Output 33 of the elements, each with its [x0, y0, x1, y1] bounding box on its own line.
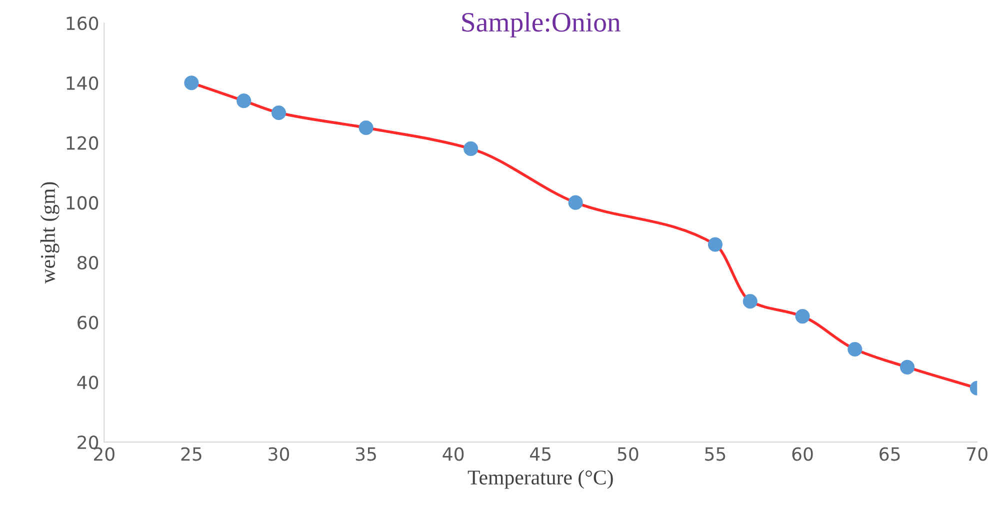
point: [464, 141, 478, 156]
y-tick-label: 60: [78, 316, 98, 330]
point: [236, 94, 252, 108]
y-tick-label: 120: [66, 136, 98, 150]
y-tick-label: 20: [78, 435, 98, 450]
point: [742, 294, 758, 309]
point: [708, 237, 723, 252]
x-tick-label: 25: [181, 447, 202, 461]
x-tick-label: 50: [618, 447, 638, 461]
x-tick-label: 40: [442, 447, 464, 461]
point: [358, 120, 374, 136]
y-tick-label: 80: [78, 256, 98, 270]
point: [568, 195, 583, 210]
chart-title: Sample:Onion: [462, 12, 620, 38]
point: [848, 342, 862, 357]
x-tick-label: 70: [967, 447, 988, 461]
x-tick-label: 20: [94, 447, 114, 461]
y-tick-label: 100: [66, 196, 98, 210]
y-tick-label: 160: [66, 16, 98, 30]
x-tick-label: 35: [356, 447, 376, 461]
x-tick-label: 55: [705, 447, 726, 461]
point: [900, 360, 915, 374]
point: [795, 309, 810, 324]
y-axis-title: weight (gm): [40, 182, 60, 284]
y-tick-label: 40: [77, 376, 98, 390]
x-tick-label: 65: [880, 447, 900, 461]
x-tick-label: 45: [530, 447, 551, 461]
x-tick-label: 30: [268, 447, 290, 461]
x-axis-title: Temperature (°C): [468, 470, 613, 489]
point: [271, 106, 286, 120]
x-tick-label: 60: [792, 447, 813, 461]
point: [184, 76, 199, 90]
y-tick-label: 140: [66, 76, 98, 90]
